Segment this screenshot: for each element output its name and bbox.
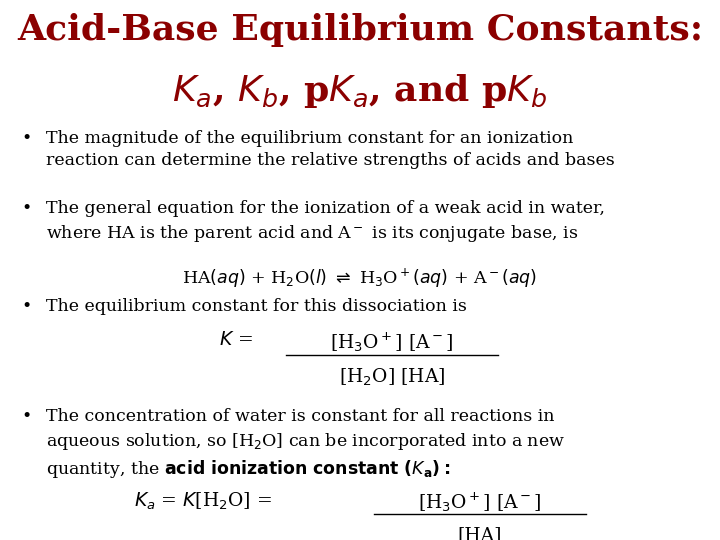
Text: •: •: [22, 200, 32, 217]
Text: The general equation for the ionization of a weak acid in water,
where HA is the: The general equation for the ionization …: [46, 200, 605, 244]
Text: •: •: [22, 130, 32, 147]
Text: $\mathit{K}$ =: $\mathit{K}$ =: [219, 331, 253, 349]
Text: The concentration of water is constant for all reactions in
aqueous solution, so: The concentration of water is constant f…: [46, 408, 565, 480]
Text: [H$_3$O$^+$] [A$^-$]: [H$_3$O$^+$] [A$^-$]: [330, 331, 454, 354]
Text: Acid-Base Equilibrium Constants:: Acid-Base Equilibrium Constants:: [17, 14, 703, 48]
Text: HA$\mathit{(aq)}$ + H$_2$O$\mathit{(l)}$ $\rightleftharpoons$ H$_3$O$^+$$\mathit: HA$\mathit{(aq)}$ + H$_2$O$\mathit{(l)}$…: [182, 266, 538, 289]
Text: [HA]: [HA]: [458, 526, 503, 540]
Text: [H$_2$O] [HA]: [H$_2$O] [HA]: [338, 366, 445, 388]
Text: •: •: [22, 408, 32, 424]
Text: The equilibrium constant for this dissociation is: The equilibrium constant for this dissoc…: [46, 298, 467, 314]
Text: •: •: [22, 298, 32, 314]
Text: [H$_3$O$^+$] [A$^-$]: [H$_3$O$^+$] [A$^-$]: [418, 491, 542, 514]
Text: $\mathit{K}_a$ = $\mathit{K}$[H$_2$O] =: $\mathit{K}_a$ = $\mathit{K}$[H$_2$O] =: [134, 491, 272, 512]
Text: $\mathit{K}_\mathit{a}$, $\mathit{K}_\mathit{b}$, p$\mathit{K}_\mathit{a}$, and : $\mathit{K}_\mathit{a}$, $\mathit{K}_\ma…: [173, 71, 547, 110]
Text: The magnitude of the equilibrium constant for an ionization
reaction can determi: The magnitude of the equilibrium constan…: [46, 130, 615, 169]
